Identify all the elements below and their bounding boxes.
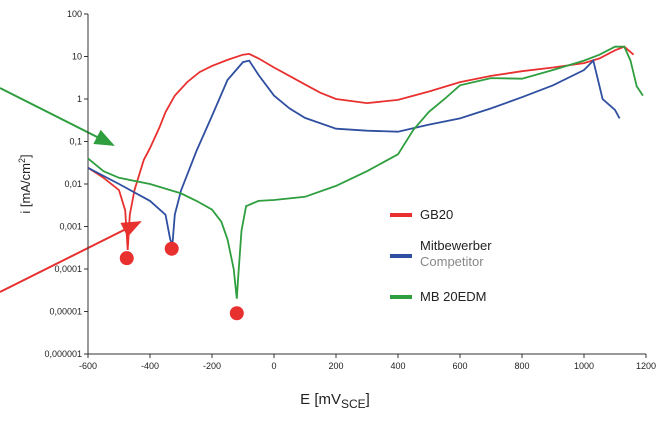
ecorr-point — [164, 241, 179, 256]
x-tick-label: -200 — [203, 361, 221, 371]
series-line — [87, 45, 635, 251]
arrow — [0, 221, 142, 293]
arrow — [0, 87, 115, 146]
y-tick-label: 0,1 — [69, 137, 82, 147]
y-tick-label: 0,0001 — [54, 264, 82, 274]
x-tick-label: 200 — [328, 361, 343, 371]
y-tick-label: 100 — [67, 9, 82, 19]
legend-sublabel: Competitor — [420, 254, 484, 269]
y-tick-label: 0,000001 — [44, 349, 82, 359]
x-tick-label: 800 — [514, 361, 529, 371]
x-tick-label: 0 — [271, 361, 276, 371]
ecorr-point — [119, 251, 134, 266]
legend-label: Mitbewerber — [420, 238, 492, 253]
y-tick-label: 0,00001 — [49, 307, 82, 317]
x-tick-label: -400 — [141, 361, 159, 371]
x-tick-label: 1200 — [636, 361, 656, 371]
y-tick-label: 1 — [77, 94, 82, 104]
x-tick-label: 1000 — [574, 361, 594, 371]
y-axis-label: i [mA/cm2] — [17, 154, 33, 213]
y-tick-label: 10 — [72, 52, 82, 62]
x-tick-label: 400 — [390, 361, 405, 371]
ecorr-point — [229, 306, 244, 321]
y-tick-label: 0,01 — [64, 179, 82, 189]
legend-label: MB 20EDM — [420, 289, 486, 304]
series-line — [87, 45, 644, 299]
series-line — [87, 58, 621, 247]
x-axis-label: E [mVSCE] — [300, 391, 370, 411]
y-tick-label: 0,001 — [59, 222, 82, 232]
x-tick-label: 600 — [452, 361, 467, 371]
x-tick-label: -600 — [79, 361, 97, 371]
legend-label: GB20 — [420, 207, 453, 222]
